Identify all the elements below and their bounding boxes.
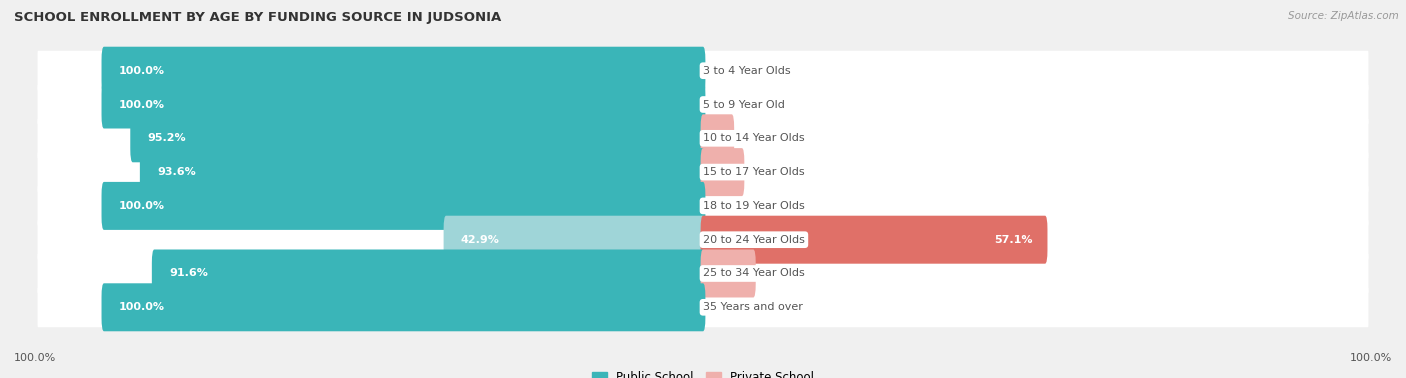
Text: 100.0%: 100.0% bbox=[120, 201, 165, 211]
Text: 25 to 34 Year Olds: 25 to 34 Year Olds bbox=[703, 268, 804, 279]
Text: 3 to 4 Year Olds: 3 to 4 Year Olds bbox=[703, 66, 790, 76]
Text: 15 to 17 Year Olds: 15 to 17 Year Olds bbox=[703, 167, 804, 177]
Text: Source: ZipAtlas.com: Source: ZipAtlas.com bbox=[1288, 11, 1399, 21]
FancyBboxPatch shape bbox=[38, 51, 1368, 91]
Text: 4.8%: 4.8% bbox=[741, 133, 772, 143]
FancyBboxPatch shape bbox=[44, 85, 1362, 124]
Legend: Public School, Private School: Public School, Private School bbox=[586, 365, 820, 378]
Text: 100.0%: 100.0% bbox=[14, 353, 56, 363]
Text: SCHOOL ENROLLMENT BY AGE BY FUNDING SOURCE IN JUDSONIA: SCHOOL ENROLLMENT BY AGE BY FUNDING SOUR… bbox=[14, 11, 502, 24]
Text: 20 to 24 Year Olds: 20 to 24 Year Olds bbox=[703, 235, 804, 245]
FancyBboxPatch shape bbox=[38, 152, 1368, 192]
Text: 6.5%: 6.5% bbox=[751, 167, 782, 177]
FancyBboxPatch shape bbox=[139, 148, 706, 196]
FancyBboxPatch shape bbox=[101, 182, 706, 230]
FancyBboxPatch shape bbox=[38, 85, 1368, 124]
FancyBboxPatch shape bbox=[101, 47, 706, 95]
Text: 42.9%: 42.9% bbox=[461, 235, 501, 245]
Text: 10 to 14 Year Olds: 10 to 14 Year Olds bbox=[703, 133, 804, 143]
Text: 0.0%: 0.0% bbox=[711, 201, 742, 211]
FancyBboxPatch shape bbox=[38, 254, 1368, 293]
FancyBboxPatch shape bbox=[44, 187, 1362, 225]
FancyBboxPatch shape bbox=[38, 220, 1368, 260]
FancyBboxPatch shape bbox=[700, 148, 744, 196]
FancyBboxPatch shape bbox=[44, 288, 1362, 327]
FancyBboxPatch shape bbox=[44, 119, 1362, 158]
Text: 0.0%: 0.0% bbox=[711, 66, 742, 76]
FancyBboxPatch shape bbox=[38, 118, 1368, 158]
FancyBboxPatch shape bbox=[44, 51, 1362, 90]
FancyBboxPatch shape bbox=[44, 254, 1362, 293]
Text: 5 to 9 Year Old: 5 to 9 Year Old bbox=[703, 99, 785, 110]
FancyBboxPatch shape bbox=[44, 220, 1362, 259]
FancyBboxPatch shape bbox=[700, 216, 1047, 264]
Text: 35 Years and over: 35 Years and over bbox=[703, 302, 803, 312]
Text: 100.0%: 100.0% bbox=[1350, 353, 1392, 363]
FancyBboxPatch shape bbox=[152, 249, 706, 297]
Text: 91.6%: 91.6% bbox=[169, 268, 208, 279]
FancyBboxPatch shape bbox=[131, 114, 706, 162]
FancyBboxPatch shape bbox=[700, 114, 734, 162]
Text: 100.0%: 100.0% bbox=[120, 302, 165, 312]
FancyBboxPatch shape bbox=[44, 153, 1362, 191]
Text: 18 to 19 Year Olds: 18 to 19 Year Olds bbox=[703, 201, 804, 211]
FancyBboxPatch shape bbox=[700, 249, 755, 297]
Text: 95.2%: 95.2% bbox=[148, 133, 186, 143]
Text: 57.1%: 57.1% bbox=[994, 235, 1033, 245]
FancyBboxPatch shape bbox=[101, 81, 706, 129]
Text: 0.0%: 0.0% bbox=[711, 302, 742, 312]
Text: 93.6%: 93.6% bbox=[157, 167, 195, 177]
Text: 8.4%: 8.4% bbox=[762, 268, 793, 279]
Text: 100.0%: 100.0% bbox=[120, 99, 165, 110]
FancyBboxPatch shape bbox=[38, 287, 1368, 327]
FancyBboxPatch shape bbox=[101, 283, 706, 331]
FancyBboxPatch shape bbox=[444, 216, 706, 264]
Text: 100.0%: 100.0% bbox=[120, 66, 165, 76]
FancyBboxPatch shape bbox=[38, 186, 1368, 226]
Text: 0.0%: 0.0% bbox=[711, 99, 742, 110]
